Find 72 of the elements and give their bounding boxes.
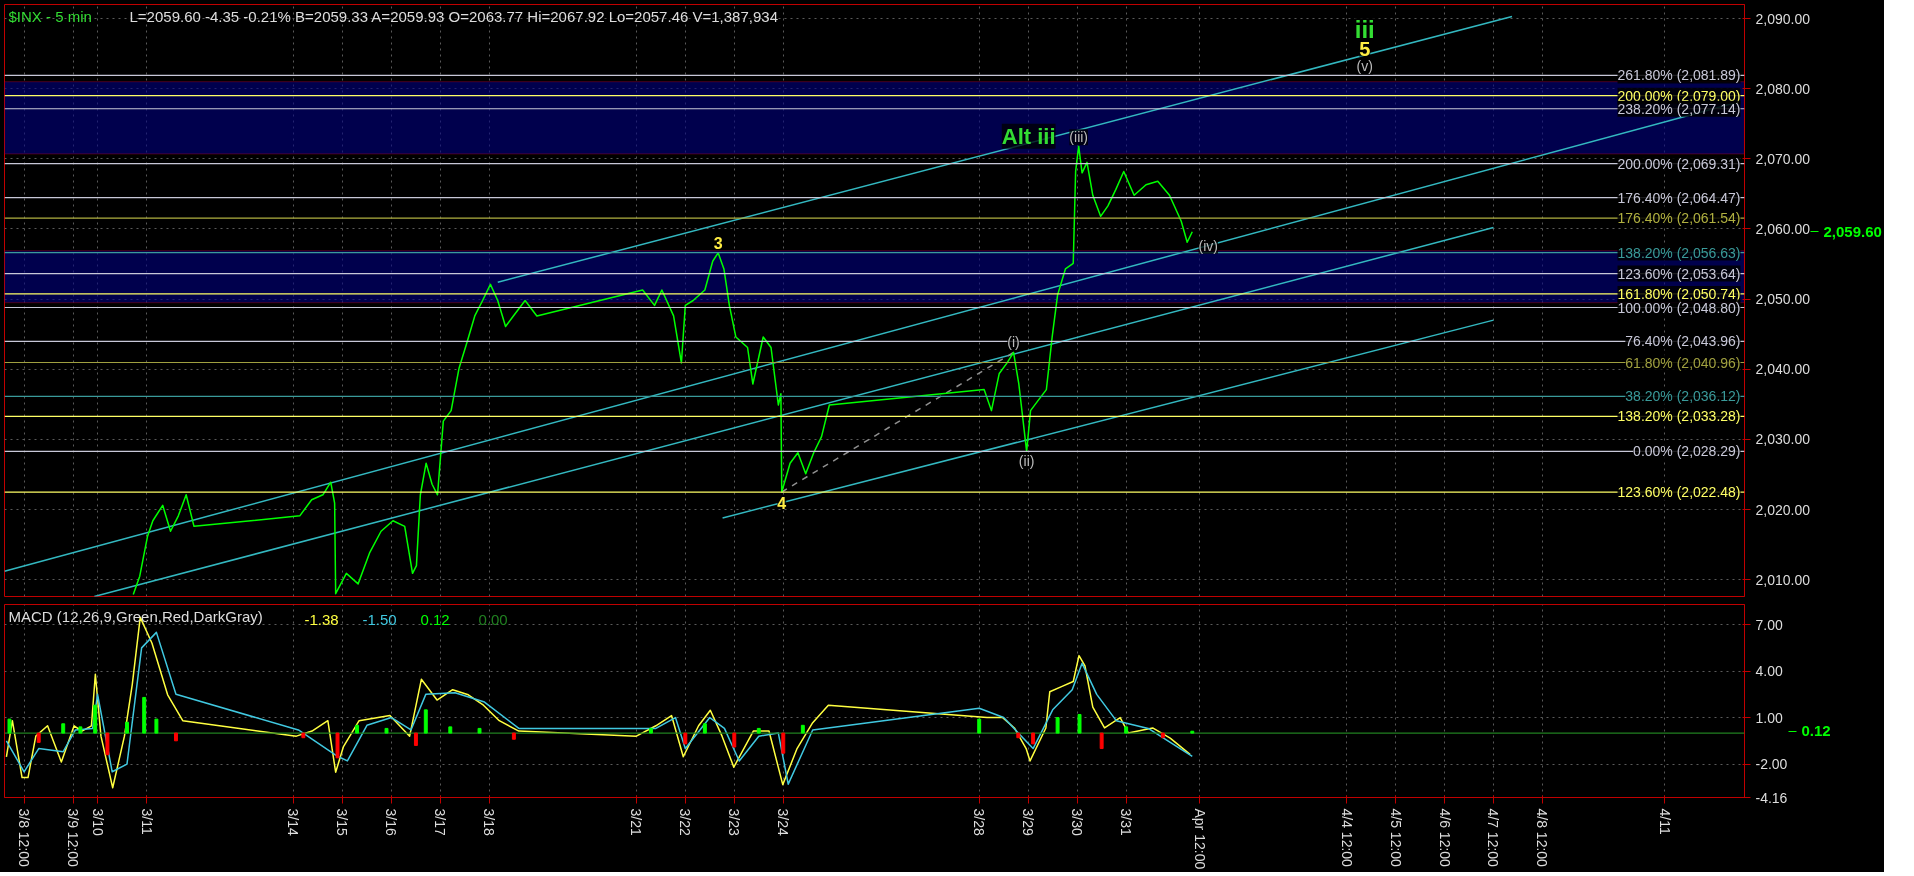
- ref-line-label: 0.00% (2,028.29): [1633, 443, 1741, 460]
- x-tick-label: 3/23: [726, 808, 743, 836]
- y-tick-label: 2,070.00: [1755, 150, 1811, 167]
- x-tick-label: 3/18: [481, 808, 498, 836]
- x-tick-label: 3/24: [775, 808, 792, 836]
- x-tick-label: 4/4 12:00: [1338, 808, 1355, 868]
- y-tick-label: 2,060.00: [1755, 220, 1811, 237]
- chart-title: $INX - 5 min: [8, 7, 92, 25]
- y-tick-label: -2.00: [1755, 756, 1788, 773]
- text: 2,059.60: [1823, 222, 1882, 240]
- x-tick-label: 3/16: [383, 808, 400, 836]
- y-tick-label: 1.00: [1755, 709, 1783, 726]
- x-tick-label: 3/30: [1069, 808, 1086, 836]
- annotation: -1.38: [304, 610, 339, 628]
- ref-line-label: 161.80% (2,050.74): [1617, 285, 1741, 302]
- chart-subtitle: L=2059.60 -4.35 -0.21% B=2059.33 A=2059.93 O=2063.77 Hi=2067.92 Lo=2057.46 V=1,387,934: [129, 7, 778, 25]
- x-tick-label: 3/22: [677, 808, 694, 836]
- y-tick-label: -4.16: [1755, 789, 1788, 806]
- y-tick-label: 7.00: [1755, 616, 1783, 633]
- x-tick-label: 3/17: [432, 808, 449, 836]
- ref-line-label: 138.20% (2,056.63): [1617, 244, 1741, 261]
- x-tick-label: 4/6 12:00: [1436, 808, 1453, 868]
- annotation: iii: [1354, 15, 1375, 43]
- y-tick-label: 2,030.00: [1755, 431, 1811, 448]
- x-tick-label: 4/11: [1656, 808, 1673, 835]
- ref-line-label: 176.40% (2,064.47): [1617, 189, 1741, 206]
- y-tick-label: 2,020.00: [1755, 501, 1811, 518]
- y-tick-label: 2,010.00: [1755, 571, 1811, 588]
- y-tick-label: 2,090.00: [1755, 10, 1811, 27]
- y-tick-label: 2,050.00: [1755, 291, 1811, 308]
- y-tick-label: 4.00: [1755, 663, 1783, 680]
- x-tick-label: 3/9 12:00: [65, 808, 82, 868]
- x-tick-label: 3/28: [971, 808, 988, 836]
- y-tick-label: 2,080.00: [1755, 80, 1811, 97]
- ref-line-label: 123.60% (2,053.64): [1617, 265, 1741, 282]
- x-tick-label: 3/29: [1020, 808, 1037, 836]
- ref-line-label: 61.80% (2,040.96): [1625, 354, 1741, 371]
- ref-line-label: 76.40% (2,043.96): [1625, 333, 1741, 350]
- x-tick-label: 3/14: [285, 808, 302, 836]
- ref-line-label: 200.00% (2,069.31): [1617, 155, 1741, 172]
- x-tick-label: 3/21: [628, 808, 645, 836]
- annotation: -1.50: [362, 610, 397, 628]
- annotation: 3: [713, 234, 723, 252]
- x-tick-label: 3/11: [138, 808, 155, 835]
- ref-line-label: 200.00% (2,079.00): [1617, 87, 1741, 104]
- annotation: 0.00: [478, 610, 508, 628]
- x-tick-label: 3/31: [1118, 808, 1135, 836]
- annotation: (iv): [1198, 237, 1219, 254]
- annotation: 4: [777, 494, 787, 512]
- annotation: (iii): [1069, 129, 1089, 146]
- ref-line-label: 176.40% (2,061.54): [1617, 210, 1741, 227]
- x-tick-label: 4/5 12:00: [1387, 808, 1404, 868]
- annotation: (i): [1007, 334, 1020, 351]
- x-tick-label: 4/7 12:00: [1485, 808, 1502, 868]
- ref-line-label: 138.20% (2,033.28): [1617, 408, 1741, 425]
- x-tick-label: 3/15: [334, 808, 351, 836]
- x-tick-label: 4/8 12:00: [1534, 808, 1551, 868]
- ref-line-label: 38.20% (2,036.12): [1625, 388, 1741, 405]
- x-tick-label: 3/10: [89, 808, 106, 836]
- text: 0.12: [1801, 722, 1831, 740]
- annotation: 0.12: [420, 610, 450, 628]
- chart-title: MACD (12,26,9,Green,Red,DarkGray): [8, 607, 263, 625]
- ref-line-label: 123.60% (2,022.48): [1617, 484, 1741, 501]
- annotation: (v): [1356, 58, 1373, 75]
- annotation: Alt iii: [1001, 123, 1056, 149]
- y-tick-label: 2,040.00: [1755, 361, 1811, 378]
- ref-line-label: 238.20% (2,077.14): [1617, 100, 1741, 117]
- annotation: (ii): [1018, 453, 1035, 470]
- x-tick-label: 3/8 12:00: [16, 808, 33, 868]
- x-tick-label: Apr 12:00: [1191, 808, 1208, 870]
- ref-line-label: 100.00% (2,048.80): [1617, 299, 1741, 316]
- ref-line-label: 261.80% (2,081.89): [1617, 67, 1741, 84]
